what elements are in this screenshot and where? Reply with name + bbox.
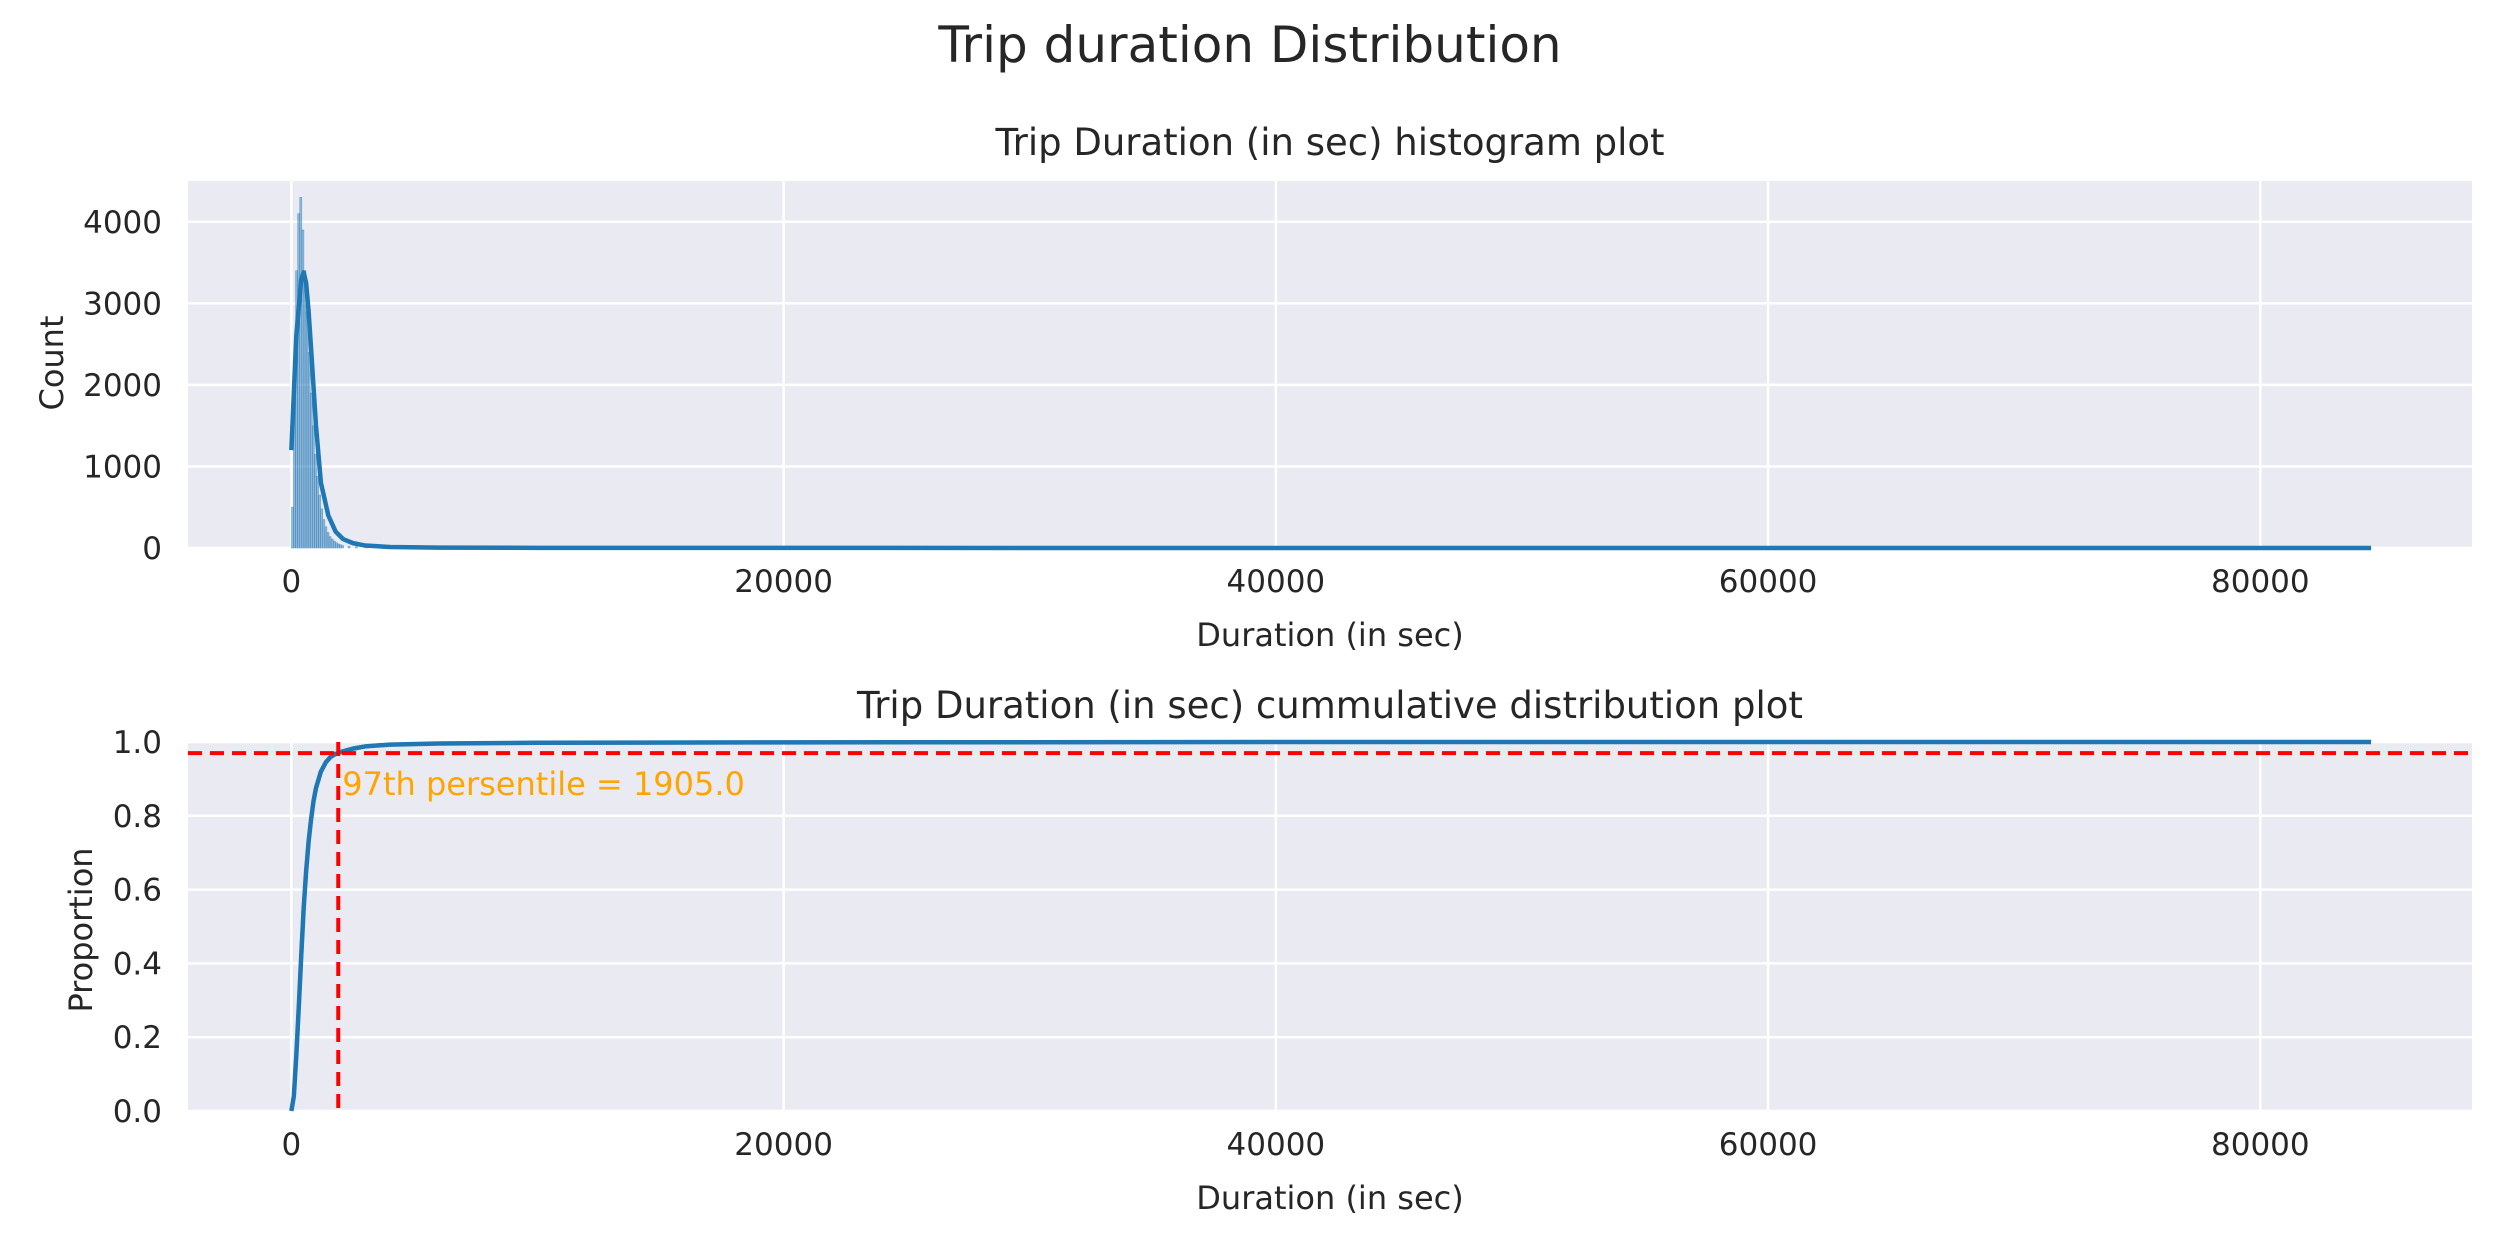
x-tick-label: 0 (282, 1127, 302, 1163)
histogram-plot-area (188, 181, 2472, 548)
histogram-kde-line (289, 270, 2372, 551)
histogram-bar (324, 526, 328, 549)
histogram-y-ticks: 0 1000 2000 3000 4000 (83, 205, 162, 567)
histogram-bar (291, 506, 294, 549)
histogram-bar (316, 475, 319, 549)
x-tick-label: 40000 (1227, 1127, 1326, 1163)
histogram-bar (332, 540, 336, 549)
x-tick-label: 80000 (2211, 564, 2310, 600)
histogram-y-axis-label: Count (33, 315, 71, 410)
x-tick-label: 60000 (1719, 1127, 1818, 1163)
y-tick-label: 4000 (83, 205, 162, 241)
histogram-bar (322, 519, 326, 549)
histogram-bar (355, 546, 358, 549)
y-tick-label: 0 (142, 531, 162, 567)
ecdf-x-ticks: 0 20000 40000 60000 80000 (282, 1127, 2310, 1163)
y-tick-label: 0.2 (113, 1020, 162, 1056)
histogram-bar (307, 352, 311, 549)
histogram-bar (328, 536, 332, 549)
x-tick-label: 20000 (734, 564, 833, 600)
ecdf-plot-area (188, 742, 2472, 1111)
histogram-bar (330, 538, 334, 549)
histogram-bar (339, 544, 342, 549)
histogram-bar (320, 508, 324, 549)
histogram-x-axis-label: Duration (in sec) (1196, 616, 1463, 654)
y-tick-label: 0.6 (113, 873, 162, 909)
histogram-title: Trip Duration (in sec) histogram plot (994, 121, 1664, 164)
y-tick-label: 0.0 (113, 1094, 162, 1130)
histogram-bar (303, 270, 307, 549)
x-tick-label: 40000 (1227, 564, 1326, 600)
figure-title: Trip duration Distribution (937, 16, 1561, 74)
ecdf-title: Trip Duration (in sec) cummulative distr… (856, 684, 1803, 727)
histogram-bar (305, 311, 309, 549)
histogram-bar (309, 392, 313, 549)
histogram-bar (299, 197, 303, 549)
ecdf-subplot: 97th persentile = 1905.0 0 20000 40000 6000… (62, 684, 2472, 1217)
x-tick-label: 60000 (1719, 564, 1818, 600)
y-tick-label: 1000 (83, 449, 162, 485)
histogram-bar (337, 543, 340, 549)
y-tick-label: 0.4 (113, 946, 162, 982)
x-tick-label: 80000 (2211, 1127, 2310, 1163)
y-tick-label: 1.0 (113, 725, 162, 761)
histogram-bar (347, 546, 351, 549)
x-tick-label: 0 (282, 564, 302, 600)
histogram-x-ticks: 0 20000 40000 60000 80000 (282, 564, 2310, 600)
y-tick-label: 2000 (83, 368, 162, 404)
ecdf-y-ticks: 0.0 0.2 0.4 0.6 0.8 1.0 (113, 725, 162, 1130)
x-tick-label: 20000 (734, 1127, 833, 1163)
ecdf-x-axis-label: Duration (in sec) (1196, 1179, 1463, 1217)
histogram-bar (314, 453, 317, 549)
y-tick-label: 0.8 (113, 799, 162, 835)
percentile-annotation: 97th persentile = 1905.0 (342, 765, 745, 803)
histogram-bar (341, 545, 344, 549)
y-tick-label: 3000 (83, 286, 162, 322)
ecdf-grid (188, 740, 2472, 1113)
histogram-bar (326, 532, 330, 549)
histogram-bar (297, 213, 300, 549)
histogram-subplot: 0 20000 40000 60000 80000 01000200030004000 … (33, 121, 2472, 654)
ecdf-y-axis-label: Proportion (62, 847, 100, 1012)
histogram-bar (335, 542, 338, 549)
histogram-bar (318, 494, 321, 549)
ecdf-line (289, 739, 2372, 1112)
histogram-bar (312, 425, 315, 549)
